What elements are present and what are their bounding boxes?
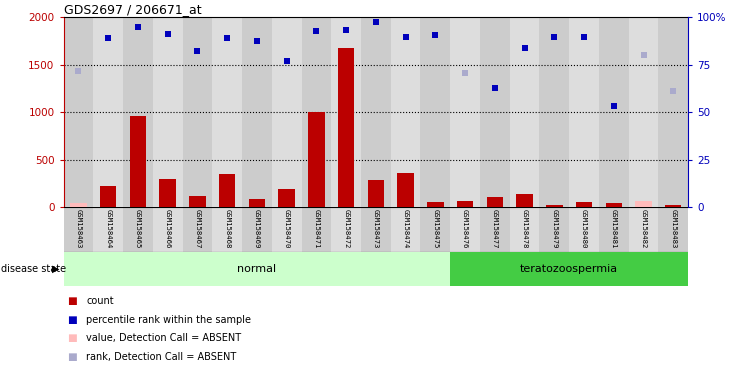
Bar	[599, 17, 628, 207]
Bar	[123, 207, 153, 252]
Text: GSM158477: GSM158477	[492, 209, 498, 248]
Bar	[450, 207, 480, 252]
Bar	[361, 207, 390, 252]
Bar	[361, 17, 390, 207]
Bar	[242, 17, 272, 207]
Text: GSM158470: GSM158470	[283, 209, 289, 248]
Bar	[212, 207, 242, 252]
Bar	[658, 17, 688, 207]
Bar	[272, 207, 301, 252]
Bar	[509, 17, 539, 207]
Text: count: count	[86, 296, 114, 306]
Text: GDS2697 / 206671_at: GDS2697 / 206671_at	[64, 3, 201, 16]
Bar	[628, 17, 658, 207]
Text: ■: ■	[67, 315, 77, 325]
Text: GSM158465: GSM158465	[135, 209, 141, 248]
Bar	[153, 17, 183, 207]
Bar	[397, 173, 414, 207]
Bar	[189, 196, 206, 207]
Bar	[338, 48, 355, 207]
Text: GSM158471: GSM158471	[313, 209, 319, 248]
Text: GSM158468: GSM158468	[224, 209, 230, 248]
Bar	[450, 17, 480, 207]
Bar	[628, 207, 658, 252]
Bar	[427, 202, 444, 207]
Text: GSM158463: GSM158463	[76, 209, 82, 248]
Text: GSM158480: GSM158480	[581, 209, 587, 248]
Text: GSM158472: GSM158472	[343, 209, 349, 248]
Bar	[301, 17, 331, 207]
Bar	[606, 203, 622, 207]
Bar	[100, 185, 117, 207]
Bar	[599, 207, 628, 252]
Bar	[539, 207, 569, 252]
Text: GSM158466: GSM158466	[165, 209, 171, 248]
Bar	[509, 207, 539, 252]
Bar	[368, 180, 384, 207]
Text: GSM158474: GSM158474	[402, 209, 408, 248]
Text: GSM158467: GSM158467	[194, 209, 200, 248]
Bar	[278, 189, 295, 207]
Bar	[487, 197, 503, 207]
Text: GSM158483: GSM158483	[670, 209, 676, 248]
Text: rank, Detection Call = ABSENT: rank, Detection Call = ABSENT	[86, 352, 236, 362]
Bar	[576, 202, 592, 207]
Bar	[658, 207, 688, 252]
Bar	[390, 207, 420, 252]
Bar	[159, 179, 176, 207]
Bar	[301, 207, 331, 252]
Bar	[70, 203, 87, 207]
Text: ■: ■	[67, 352, 77, 362]
Text: percentile rank within the sample: percentile rank within the sample	[86, 315, 251, 325]
Bar	[480, 207, 509, 252]
Text: value, Detection Call = ABSENT: value, Detection Call = ABSENT	[86, 333, 241, 343]
Bar	[308, 112, 325, 207]
Text: ▶: ▶	[52, 264, 60, 274]
Bar	[153, 207, 183, 252]
Text: GSM158482: GSM158482	[640, 209, 646, 248]
Text: GSM158475: GSM158475	[432, 209, 438, 248]
Text: teratozoospermia: teratozoospermia	[520, 264, 619, 274]
Bar	[64, 17, 94, 207]
Text: GSM158464: GSM158464	[105, 209, 111, 248]
Bar	[64, 252, 450, 286]
Bar	[183, 207, 212, 252]
Text: GSM158481: GSM158481	[611, 209, 617, 248]
Bar	[272, 17, 301, 207]
Text: GSM158476: GSM158476	[462, 209, 468, 248]
Bar	[450, 252, 688, 286]
Text: normal: normal	[237, 264, 277, 274]
Bar	[242, 207, 272, 252]
Bar	[546, 205, 562, 207]
Bar	[123, 17, 153, 207]
Text: GSM158473: GSM158473	[373, 209, 379, 248]
Bar	[569, 17, 599, 207]
Bar	[64, 207, 94, 252]
Bar	[219, 174, 236, 207]
Bar	[569, 207, 599, 252]
Bar	[635, 201, 652, 207]
Text: GSM158469: GSM158469	[254, 209, 260, 248]
Bar	[212, 17, 242, 207]
Text: disease state: disease state	[1, 264, 66, 274]
Text: GSM158478: GSM158478	[521, 209, 527, 248]
Bar	[249, 199, 265, 207]
Bar	[665, 205, 681, 207]
Bar	[516, 194, 533, 207]
Text: ■: ■	[67, 296, 77, 306]
Bar	[420, 17, 450, 207]
Text: ■: ■	[67, 333, 77, 343]
Bar	[183, 17, 212, 207]
Bar	[539, 17, 569, 207]
Bar	[457, 201, 473, 207]
Bar	[94, 17, 123, 207]
Bar	[94, 207, 123, 252]
Bar	[480, 17, 509, 207]
Text: GSM158479: GSM158479	[551, 209, 557, 248]
Bar	[331, 17, 361, 207]
Bar	[129, 116, 146, 207]
Bar	[420, 207, 450, 252]
Bar	[390, 17, 420, 207]
Bar	[331, 207, 361, 252]
